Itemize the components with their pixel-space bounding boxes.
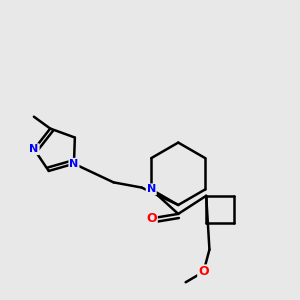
Text: O: O [198, 266, 209, 278]
Text: O: O [146, 212, 157, 225]
Text: N: N [29, 144, 39, 154]
Text: N: N [147, 184, 156, 194]
Text: N: N [69, 159, 79, 169]
